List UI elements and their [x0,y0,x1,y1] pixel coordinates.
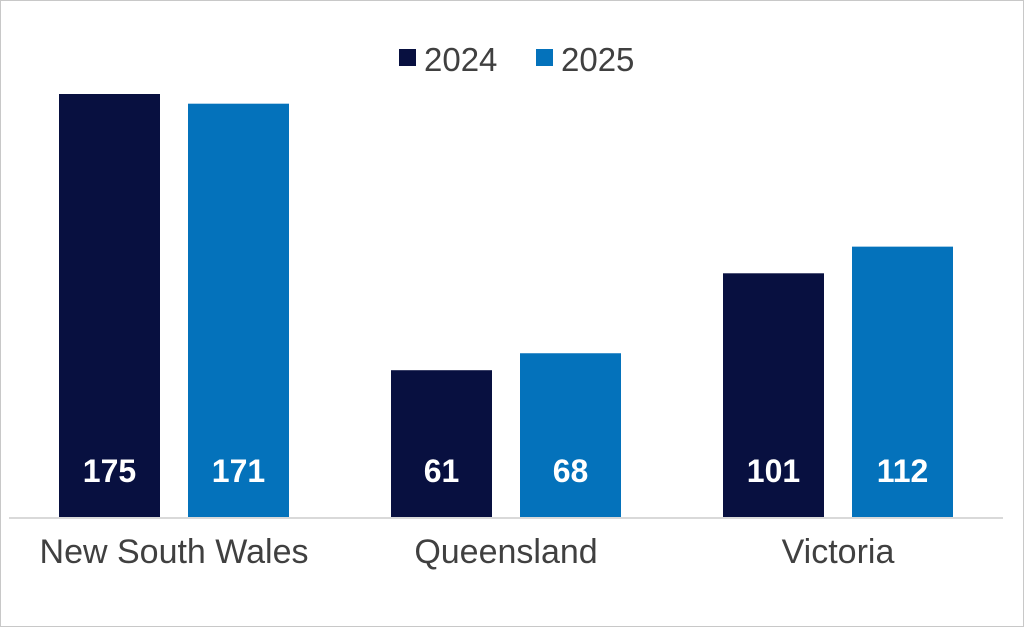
legend-label-2025: 2025 [561,41,634,78]
data-label-new-south-wales-2024: 175 [83,453,136,489]
data-label-queensland-2025: 68 [553,453,589,489]
bar-new-south-wales-2025 [188,103,289,518]
data-label-queensland-2024: 61 [424,453,460,489]
bar-queensland-2025 [520,353,621,518]
category-labels: New South Wales Queensland Victoria [40,533,895,571]
legend: 2024 2025 [399,41,634,78]
value-labels: 175 171 61 68 101 112 [83,453,929,489]
data-label-victoria-2025: 112 [877,453,929,489]
legend-swatch-2025 [536,49,553,66]
data-label-victoria-2024: 101 [747,453,800,489]
data-label-new-south-wales-2025: 171 [212,453,265,489]
legend-swatch-2024 [399,49,416,66]
bars [59,94,953,518]
bar-new-south-wales-2024 [59,94,160,518]
category-label-victoria: Victoria [782,533,895,571]
bar-queensland-2024 [391,370,492,518]
legend-label-2024: 2024 [424,41,497,78]
bar-victoria-2024 [723,273,824,518]
bar-victoria-2025 [852,246,953,518]
category-label-queensland: Queensland [414,533,597,571]
category-label-new-south-wales: New South Wales [40,533,309,571]
